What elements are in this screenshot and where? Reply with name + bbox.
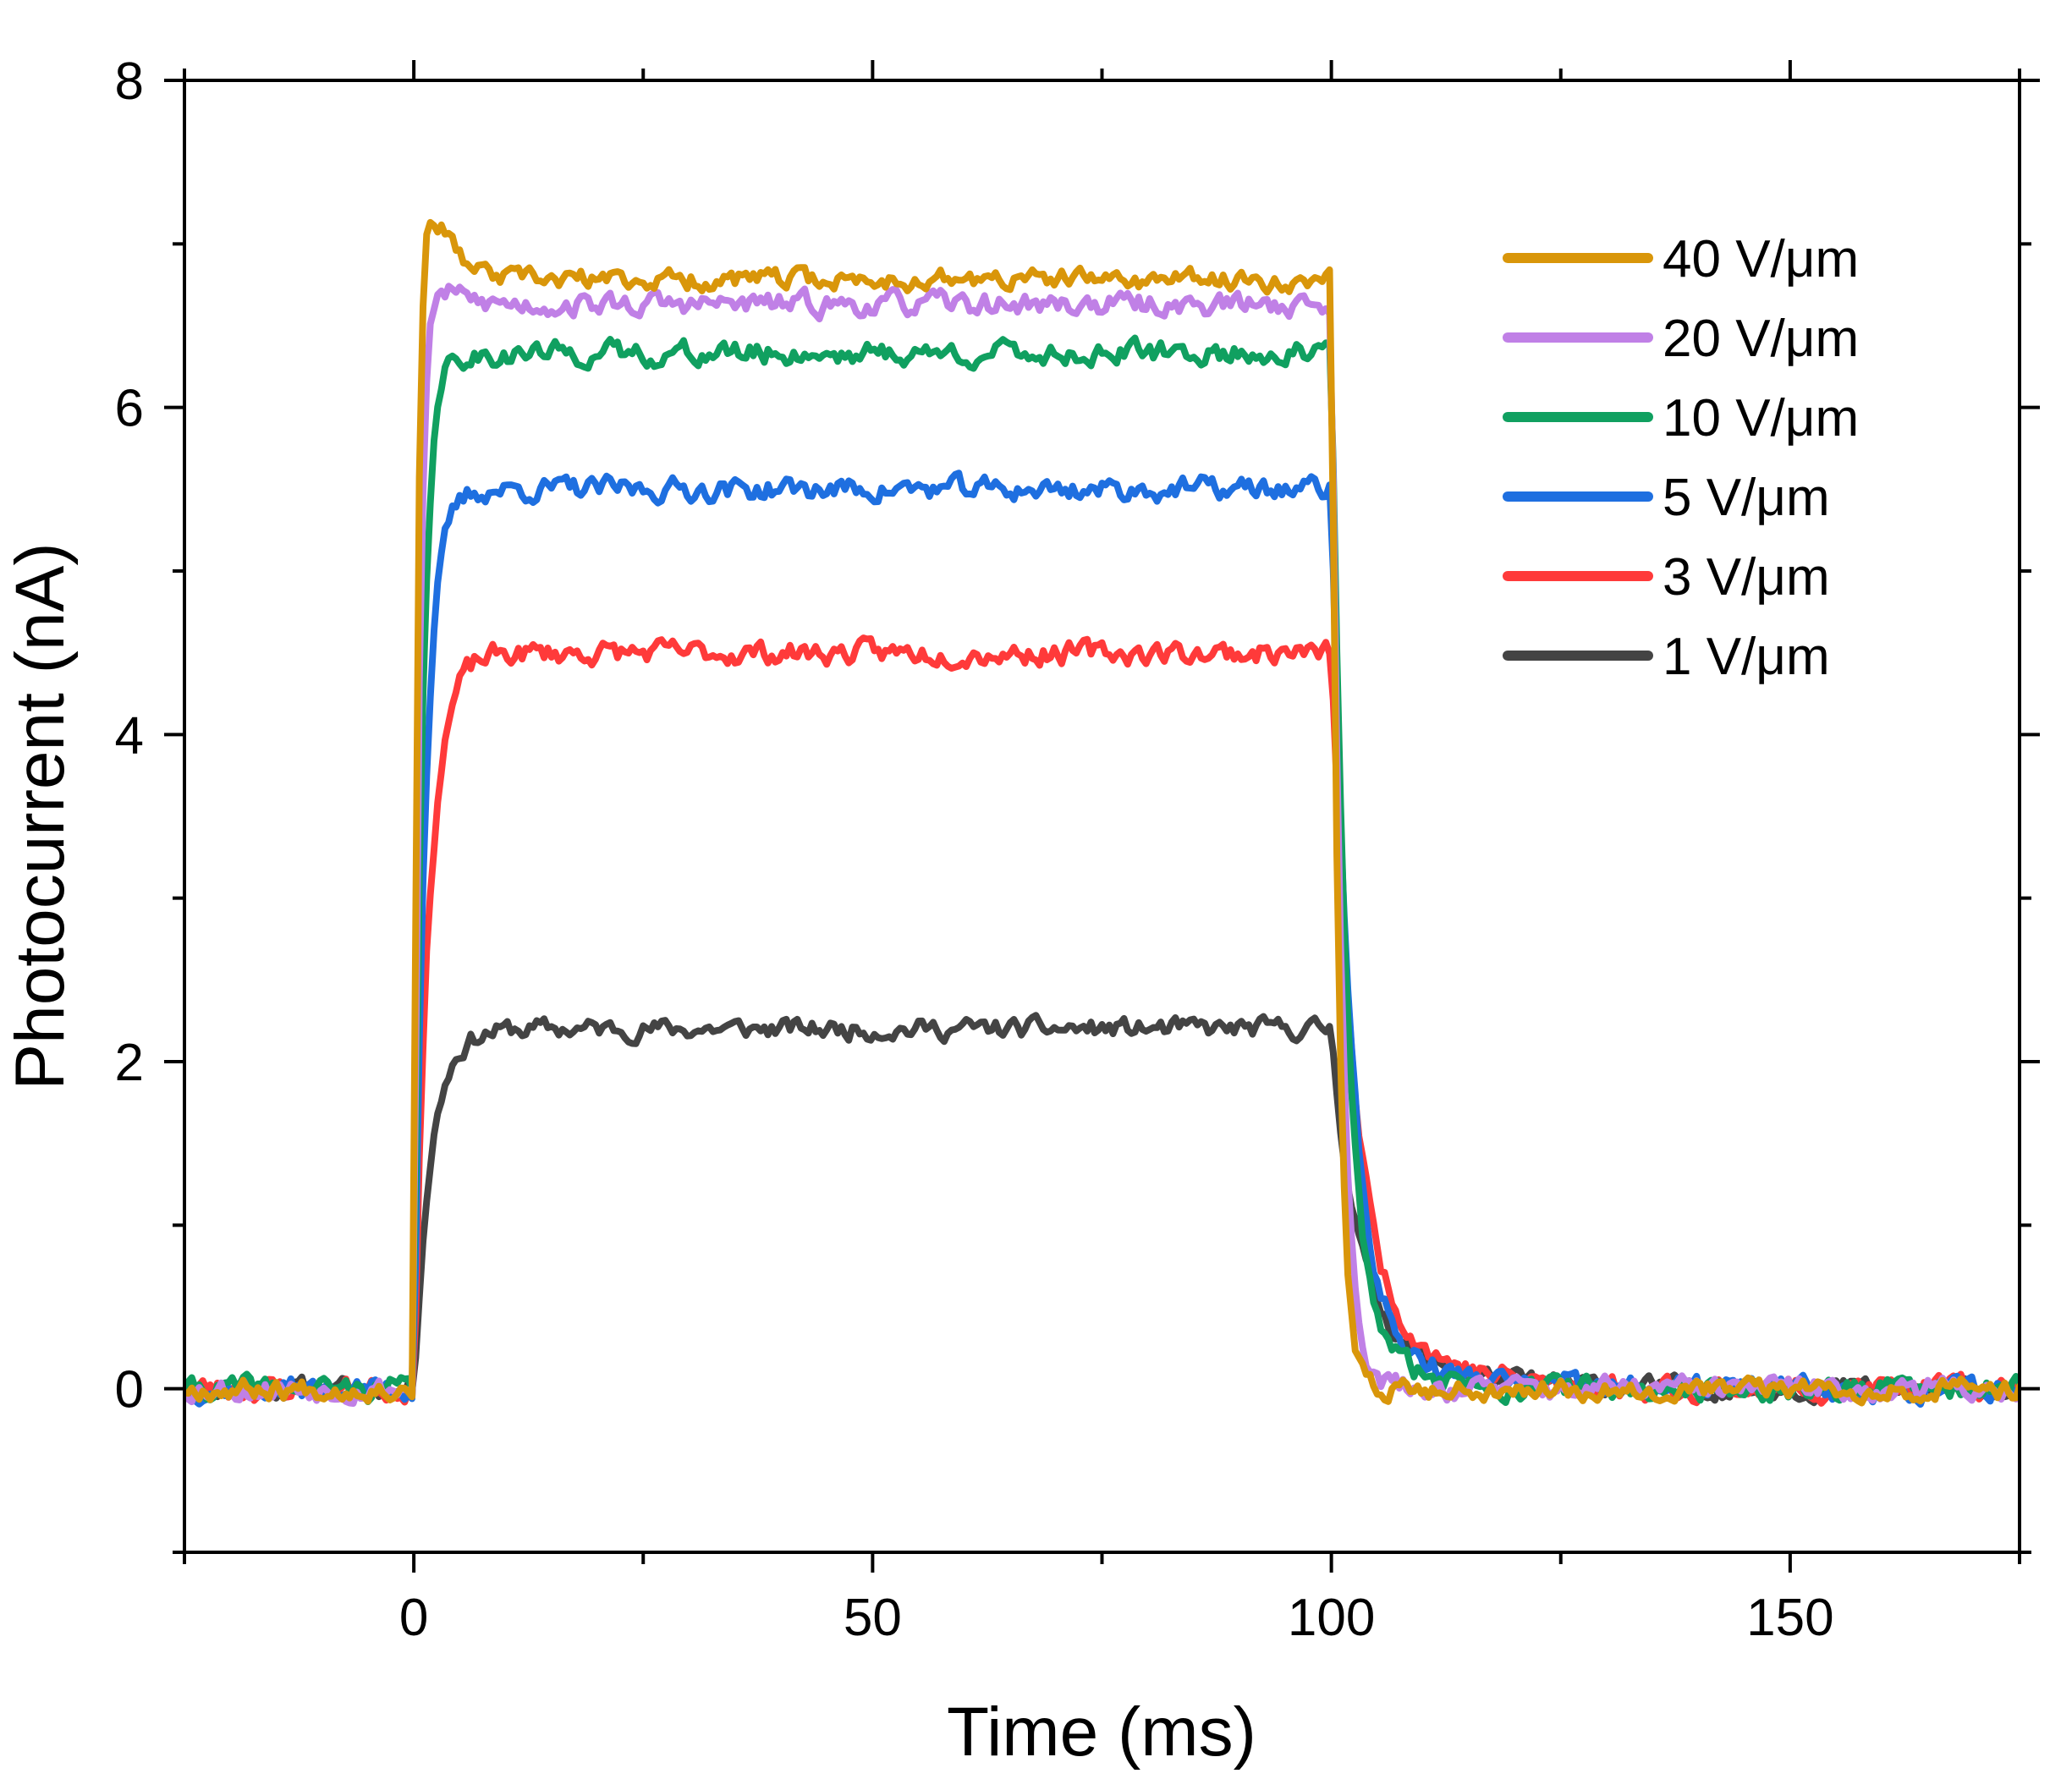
legend-label: 1 V/μm (1663, 628, 1830, 686)
legend-label: 20 V/μm (1663, 310, 1859, 368)
series-line (184, 218, 2020, 1407)
legend-label: 5 V/μm (1663, 469, 1830, 527)
y-axis-title: Photocurrent (nA) (2, 542, 79, 1090)
x-tick-label: 150 (1746, 1589, 1833, 1647)
x-tick-label: 100 (1288, 1589, 1375, 1647)
series-line (184, 1012, 2020, 1407)
series-layer (184, 218, 2020, 1408)
tick-label-layer: 0 50 100 150 0 2 4 6 8 (115, 52, 1834, 1647)
legend-label: 40 V/μm (1663, 230, 1859, 288)
legend: 40 V/μm 20 V/μm 10 V/μm 5 V/μm 3 V/μm 1 V/μm (1503, 230, 1859, 686)
y-tick-label: 4 (115, 706, 144, 765)
tick-layer (164, 60, 2040, 1573)
y-tick-label: 0 (115, 1361, 144, 1419)
y-tick-label: 2 (115, 1034, 144, 1092)
x-tick-label: 50 (844, 1589, 902, 1647)
x-axis-title: Time (ms) (947, 1694, 1256, 1771)
series-line (184, 283, 2020, 1407)
y-tick-label: 6 (115, 380, 144, 438)
x-tick-label: 0 (399, 1589, 428, 1647)
y-tick-label: 8 (115, 52, 144, 111)
legend-label: 10 V/μm (1663, 389, 1859, 447)
legend-label: 3 V/μm (1663, 548, 1830, 607)
